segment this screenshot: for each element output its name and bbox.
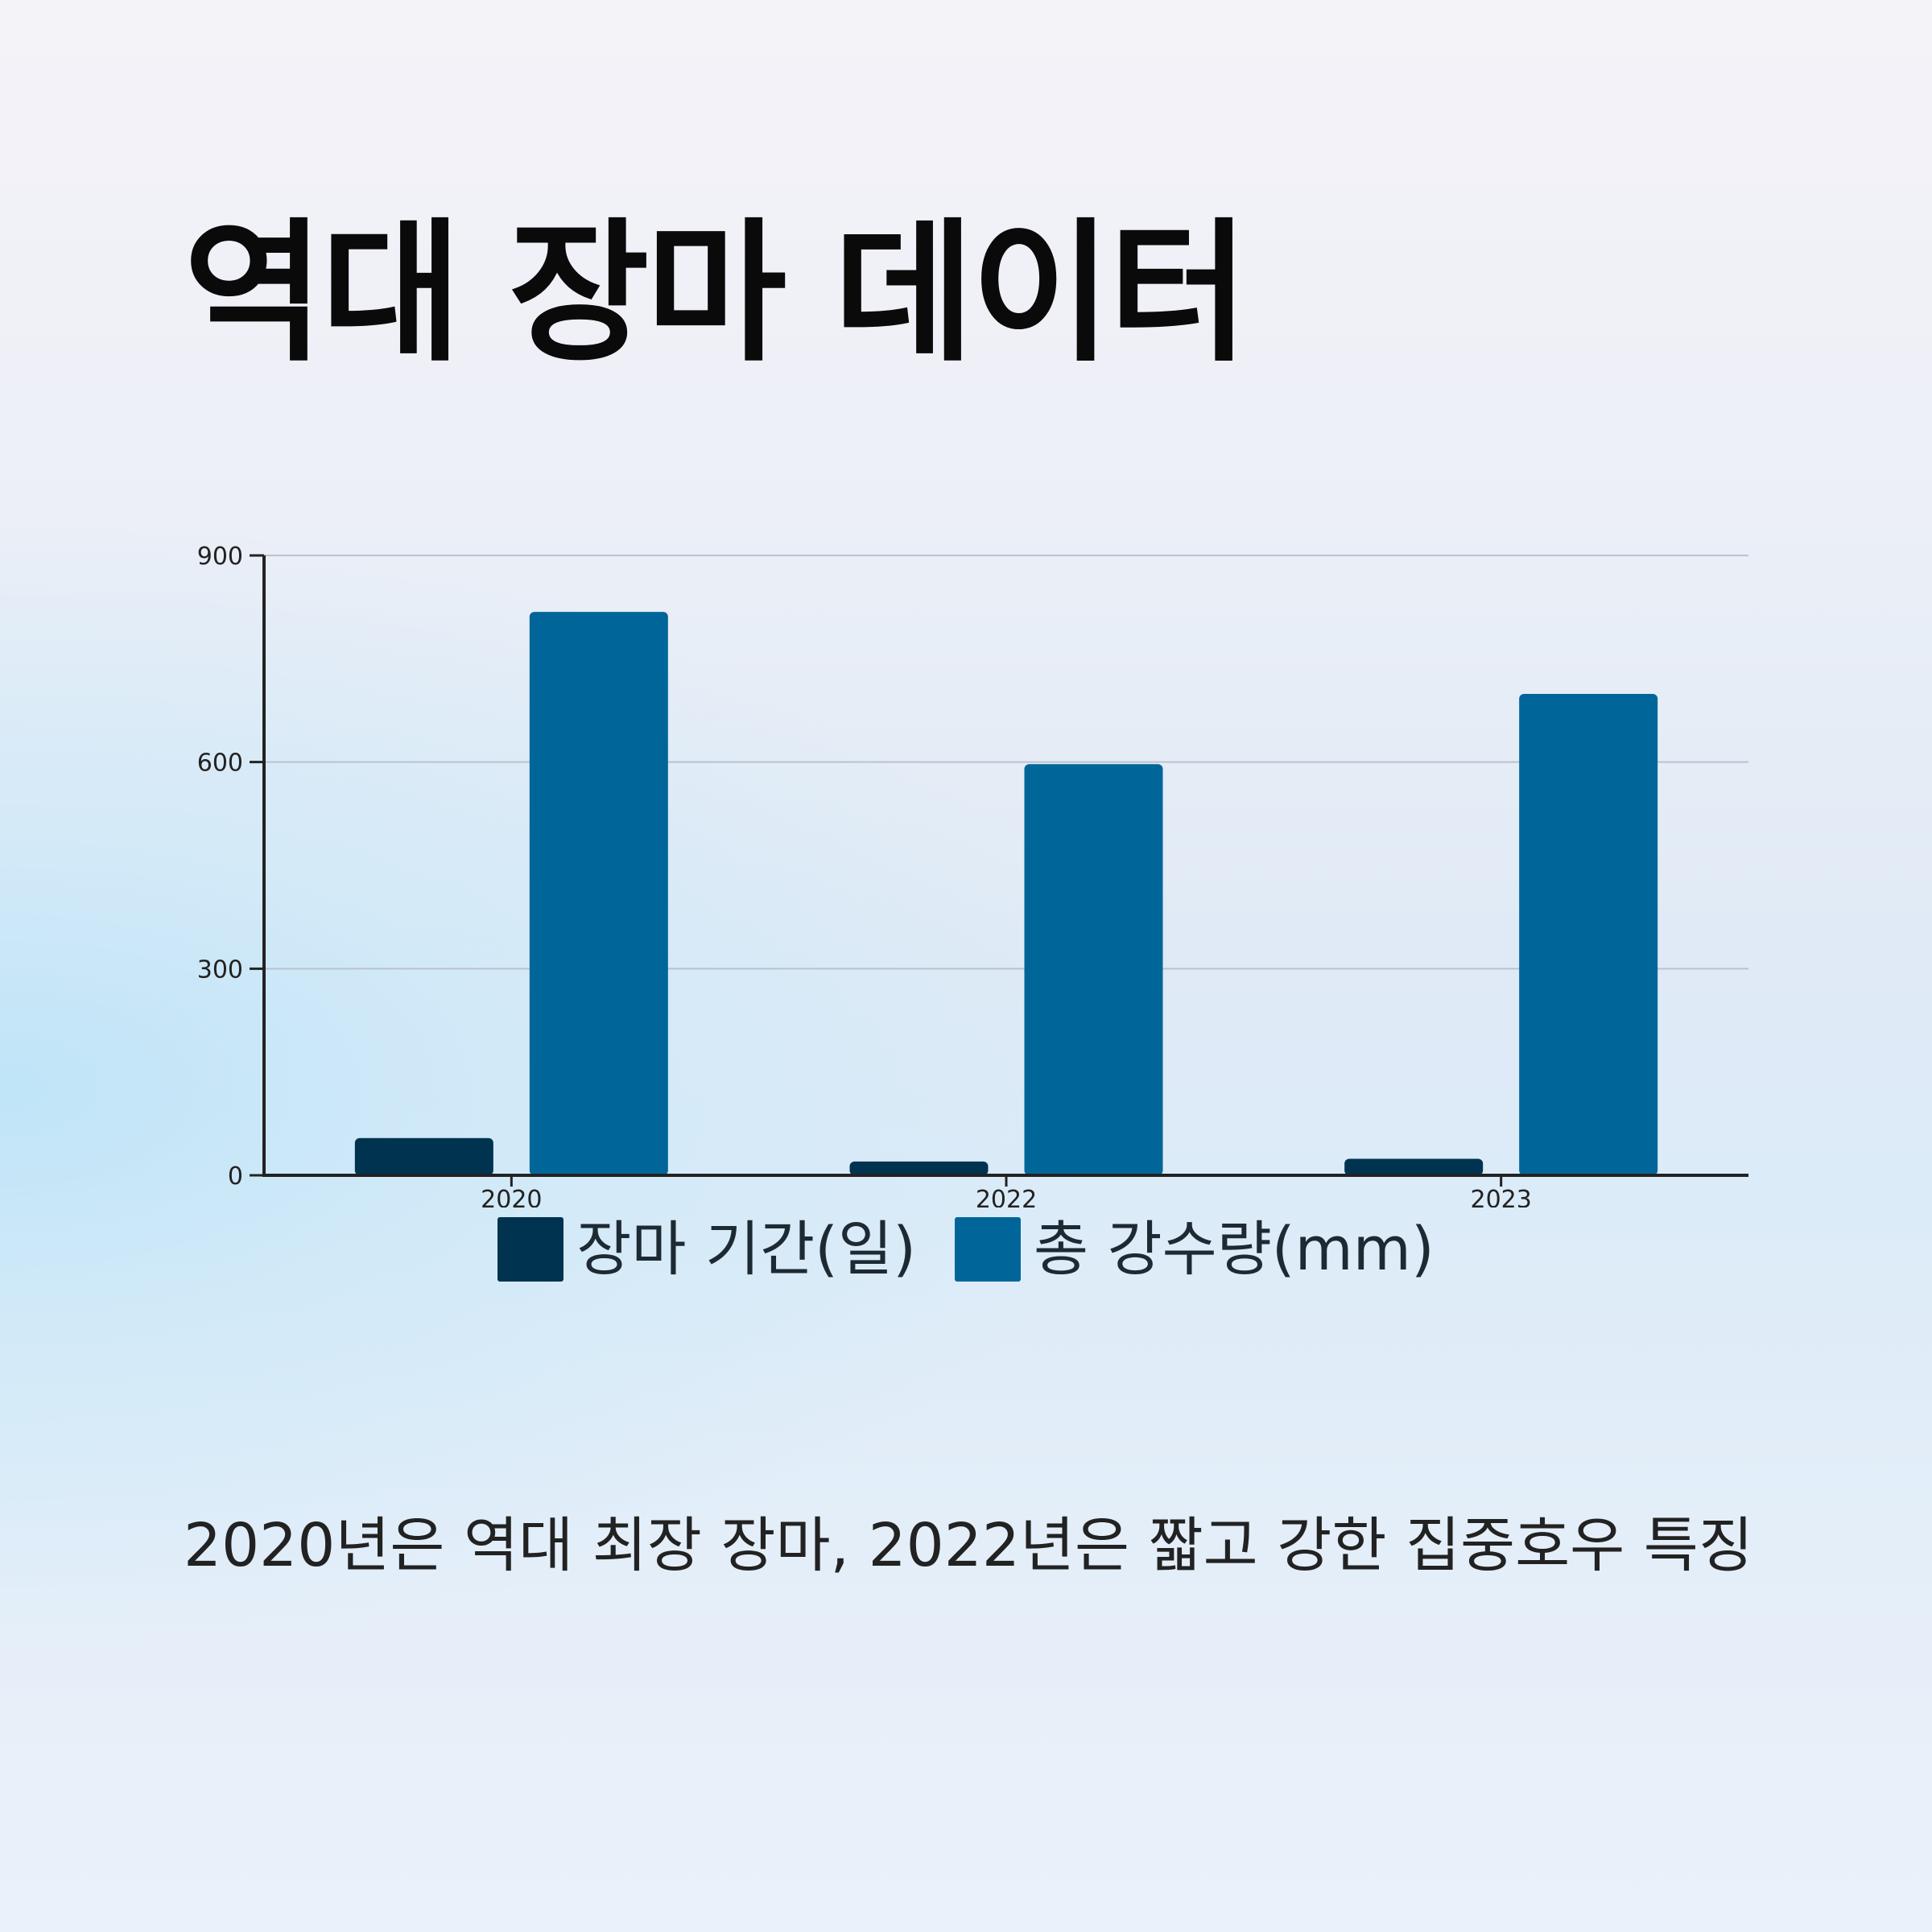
bars [354,612,1658,1175]
legend-item-rain: 총 강수량(mm) [954,1215,1435,1284]
tick-labels: 0 300 600 900 2020 2022 2023 [197,543,1532,1208]
grid-lines [264,555,1748,970]
x-tick-label-2020: 2020 [481,1186,542,1208]
legend-item-days: 장마 기간(일) [497,1217,916,1282]
y-tick-label-900: 900 [197,543,243,571]
legend-swatch-days [497,1217,564,1282]
axes [250,554,1748,1187]
bar-days-2022 [849,1161,989,1175]
legend-label-rain: 총 강수량(mm) [1033,1215,1435,1284]
bar-days-2020 [354,1137,493,1175]
legend-label-days: 장마 기간(일) [576,1215,916,1284]
y-tick-label-0: 0 [228,1162,243,1191]
page-title: 역대 장마 데이터 [184,204,1249,382]
bar-chart: 0 300 600 900 2020 2022 2023 [197,543,1748,1208]
x-tick-label-2022: 2022 [976,1186,1037,1208]
bar-days-2023 [1344,1158,1484,1175]
x-tick-label-2023: 2023 [1470,1186,1531,1208]
bar-rain-2020 [529,612,668,1175]
y-tick-label-600: 600 [197,749,243,778]
bar-rain-2022 [1024,764,1163,1175]
y-tick-label-300: 300 [197,956,243,984]
chart-legend: 장마 기간(일) 총 강수량(mm) [0,1217,1932,1282]
chart-caption: 2020년은 역대 최장 장마, 2022년은 짧고 강한 집중호우 특징 [184,1511,1753,1580]
legend-swatch-rain [954,1217,1021,1282]
bar-rain-2023 [1519,693,1658,1175]
